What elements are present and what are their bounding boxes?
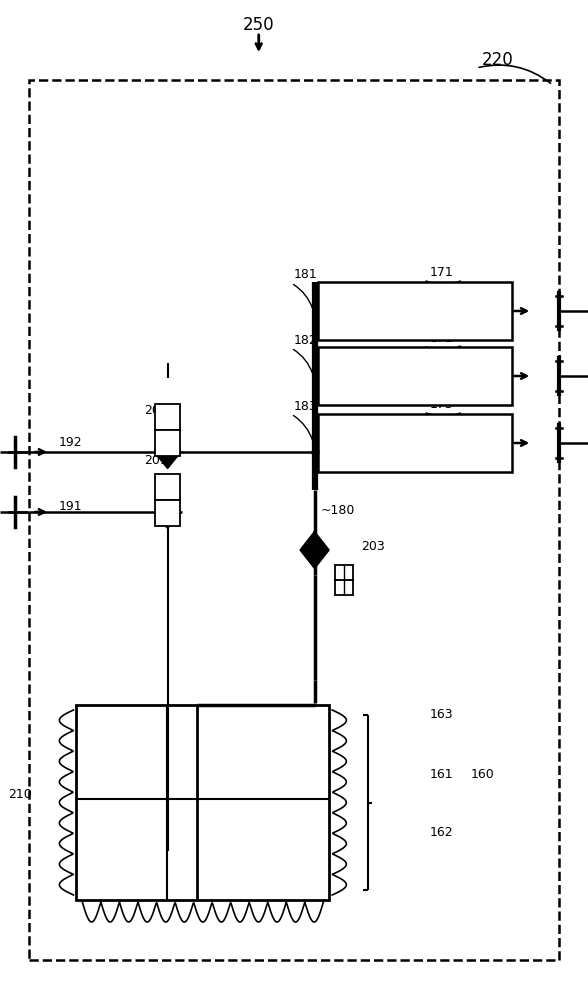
Bar [318, 282, 512, 340]
Text: 172: 172 [429, 332, 453, 344]
Polygon shape [155, 496, 181, 528]
Text: 183: 183 [294, 399, 318, 412]
Text: 192: 192 [59, 436, 82, 448]
Text: MFC2: MFC2 [391, 368, 438, 383]
Text: 163: 163 [429, 708, 453, 722]
Bar [318, 414, 512, 472]
Text: 161: 161 [429, 768, 453, 782]
Bar [335, 565, 353, 580]
Text: 191: 191 [59, 499, 82, 512]
Text: 220: 220 [482, 51, 514, 69]
Text: 173: 173 [429, 397, 453, 410]
Text: 201: 201 [144, 454, 168, 466]
Text: 203: 203 [362, 540, 385, 554]
Bar [335, 580, 353, 595]
Bar [76, 705, 329, 900]
Text: 250: 250 [243, 16, 275, 34]
Text: 181: 181 [294, 268, 318, 282]
Text: MFC3: MFC3 [391, 436, 438, 450]
Text: ~180: ~180 [320, 504, 355, 516]
Text: 162: 162 [429, 826, 453, 838]
Bar [155, 500, 180, 526]
Bar [318, 347, 512, 405]
Text: 182: 182 [294, 334, 318, 347]
Text: 210: 210 [9, 788, 32, 802]
Bar [155, 474, 180, 500]
Text: MFC1: MFC1 [391, 304, 438, 318]
Bar [29, 80, 559, 960]
Bar [155, 404, 180, 430]
Bar [155, 430, 180, 456]
Polygon shape [155, 436, 181, 468]
Polygon shape [300, 532, 329, 568]
Text: 171: 171 [429, 265, 453, 278]
Text: 160: 160 [470, 768, 494, 782]
Text: 202: 202 [144, 403, 168, 416]
